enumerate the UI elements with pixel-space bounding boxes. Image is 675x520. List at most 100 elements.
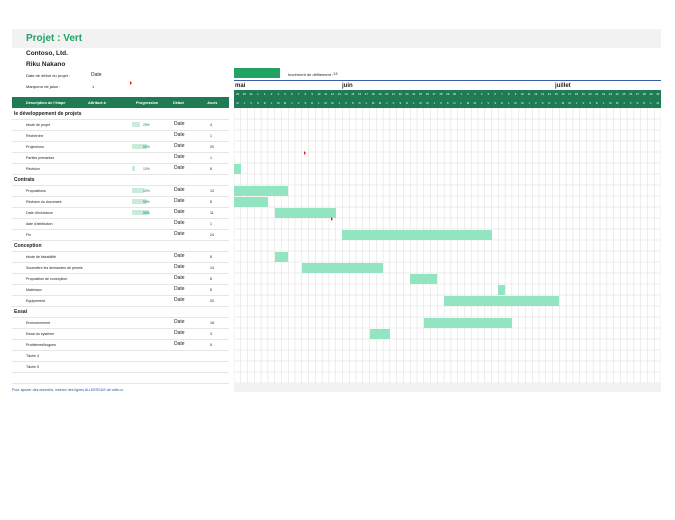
task-start-date[interactable]: Date xyxy=(174,319,185,325)
project-title[interactable]: Projet : Vert xyxy=(26,33,83,44)
task-days[interactable]: 20 xyxy=(210,299,214,303)
task-start-date[interactable]: Date xyxy=(174,330,185,336)
task-description[interactable]: Tâche 4 xyxy=(26,354,39,358)
task-days[interactable]: 8 xyxy=(210,288,212,292)
day-letter: S xyxy=(636,101,639,105)
task-description[interactable]: étude de projet xyxy=(26,123,50,127)
task-start-date[interactable]: Date xyxy=(174,297,185,303)
row-separator xyxy=(12,174,229,175)
task-description[interactable]: Révision xyxy=(26,167,40,171)
phase-title[interactable]: le développement de projets xyxy=(14,111,82,117)
task-description[interactable]: Equipement xyxy=(26,299,46,303)
task-start-date[interactable]: Date xyxy=(174,220,185,226)
progress-value[interactable]: 25% xyxy=(143,123,150,127)
task-description[interactable]: Tâche 5 xyxy=(26,365,39,369)
progress-value[interactable]: 50% xyxy=(143,200,150,204)
task-description[interactable]: Essai du système xyxy=(26,332,55,336)
milestone-marker-input[interactable]: 1 xyxy=(92,84,95,89)
task-description[interactable]: étude de faisabilité xyxy=(26,255,56,259)
task-start-date[interactable]: Date xyxy=(174,143,185,149)
task-days[interactable]: 24 xyxy=(210,233,214,237)
task-days[interactable]: 20 xyxy=(210,145,214,149)
task-days[interactable]: 1 xyxy=(210,134,212,138)
task-description[interactable]: Matériaux xyxy=(26,288,42,292)
month-label-june: juin xyxy=(342,83,353,89)
phase-title[interactable]: Conception xyxy=(14,243,42,249)
day-number: 29 xyxy=(446,92,450,96)
gantt-bar[interactable] xyxy=(274,251,289,262)
day-letter: J xyxy=(433,101,435,105)
day-number: 3 xyxy=(474,92,476,96)
day-number: 4 xyxy=(277,92,280,96)
task-start-date[interactable]: Date xyxy=(174,264,185,270)
task-start-date[interactable]: Date xyxy=(174,275,185,281)
day-letter: L xyxy=(602,101,605,105)
task-days[interactable]: 4 xyxy=(210,123,212,127)
task-description[interactable]: Environnement xyxy=(26,321,51,325)
progress-value[interactable]: 55% xyxy=(143,211,150,215)
day-number: 19 xyxy=(378,92,382,96)
task-days[interactable]: 1 xyxy=(210,222,212,226)
task-days[interactable]: 13 xyxy=(210,189,214,193)
progress-value[interactable]: 40% xyxy=(143,189,150,193)
task-start-date[interactable]: Date xyxy=(174,231,185,237)
task-description[interactable]: Soumettre les demandes de permis xyxy=(26,266,83,270)
gantt-bar[interactable] xyxy=(234,196,268,207)
gantt-bar[interactable] xyxy=(410,273,438,284)
task-start-date[interactable]: Date xyxy=(174,198,185,204)
task-days[interactable]: 11 xyxy=(210,211,214,215)
start-date-input[interactable]: Date xyxy=(91,72,102,78)
gantt-bar[interactable] xyxy=(369,328,390,339)
scroll-increment-scrollbar[interactable] xyxy=(234,68,280,78)
task-description[interactable]: Date d'échéance xyxy=(26,211,53,215)
task-description[interactable]: Révision du document xyxy=(26,200,62,204)
task-start-date[interactable]: Date xyxy=(174,341,185,347)
task-start-date[interactable]: Date xyxy=(174,286,185,292)
gantt-bar[interactable] xyxy=(234,185,289,196)
day-letter: L xyxy=(365,101,368,105)
scroll-increment-value[interactable]: 13 xyxy=(333,71,338,76)
manager-name[interactable]: Riku Nakano xyxy=(26,61,66,68)
task-days[interactable]: 16 xyxy=(210,321,214,325)
task-start-date[interactable]: Date xyxy=(174,132,185,138)
task-start-date[interactable]: Date xyxy=(174,253,185,259)
task-days[interactable]: 8 xyxy=(210,167,212,171)
task-days[interactable]: 3 xyxy=(210,332,212,336)
flag-icon xyxy=(130,81,132,85)
gantt-bar[interactable] xyxy=(498,284,506,295)
gantt-bar[interactable] xyxy=(234,163,241,174)
task-days[interactable]: 5 xyxy=(210,343,212,347)
task-days[interactable]: 8 xyxy=(210,277,212,281)
task-description[interactable]: Parties prenantes xyxy=(26,156,55,160)
task-start-date[interactable]: Date xyxy=(174,187,185,193)
task-start-date[interactable]: Date xyxy=(174,154,185,160)
task-start-date[interactable]: Date xyxy=(174,121,185,127)
task-description[interactable]: Problèmes/bogues xyxy=(26,343,56,347)
task-description[interactable]: Recherche xyxy=(26,134,44,138)
row-separator xyxy=(12,229,229,230)
day-number: 23 xyxy=(608,92,612,96)
task-days[interactable]: 8 xyxy=(210,255,212,259)
task-description[interactable]: Proposition de conception xyxy=(26,277,68,281)
gantt-bar[interactable] xyxy=(274,207,336,218)
task-start-date[interactable]: Date xyxy=(174,209,185,215)
phase-title[interactable]: Essai xyxy=(14,309,28,315)
task-description[interactable]: Propositions xyxy=(26,189,46,193)
task-days[interactable]: 1 xyxy=(210,156,212,160)
gantt-bar[interactable] xyxy=(301,262,384,273)
task-start-date[interactable]: Date xyxy=(174,165,185,171)
gantt-bar[interactable] xyxy=(342,229,492,240)
day-number: 8 xyxy=(507,92,510,96)
task-description[interactable]: Projections xyxy=(26,145,44,149)
task-description[interactable]: date d'attribution xyxy=(26,222,53,226)
company-name[interactable]: Contoso, Ltd. xyxy=(26,50,68,57)
gantt-bar[interactable] xyxy=(423,317,512,328)
progress-value[interactable]: 50% xyxy=(143,145,150,149)
gantt-bar[interactable] xyxy=(444,295,560,306)
task-days[interactable]: 8 xyxy=(210,200,212,204)
task-days[interactable]: 14 xyxy=(210,266,214,270)
task-description[interactable]: Fin xyxy=(26,233,31,237)
phase-title[interactable]: Contrats xyxy=(14,177,35,183)
progress-value[interactable]: 10% xyxy=(143,167,150,171)
day-number: 30 xyxy=(452,92,457,96)
